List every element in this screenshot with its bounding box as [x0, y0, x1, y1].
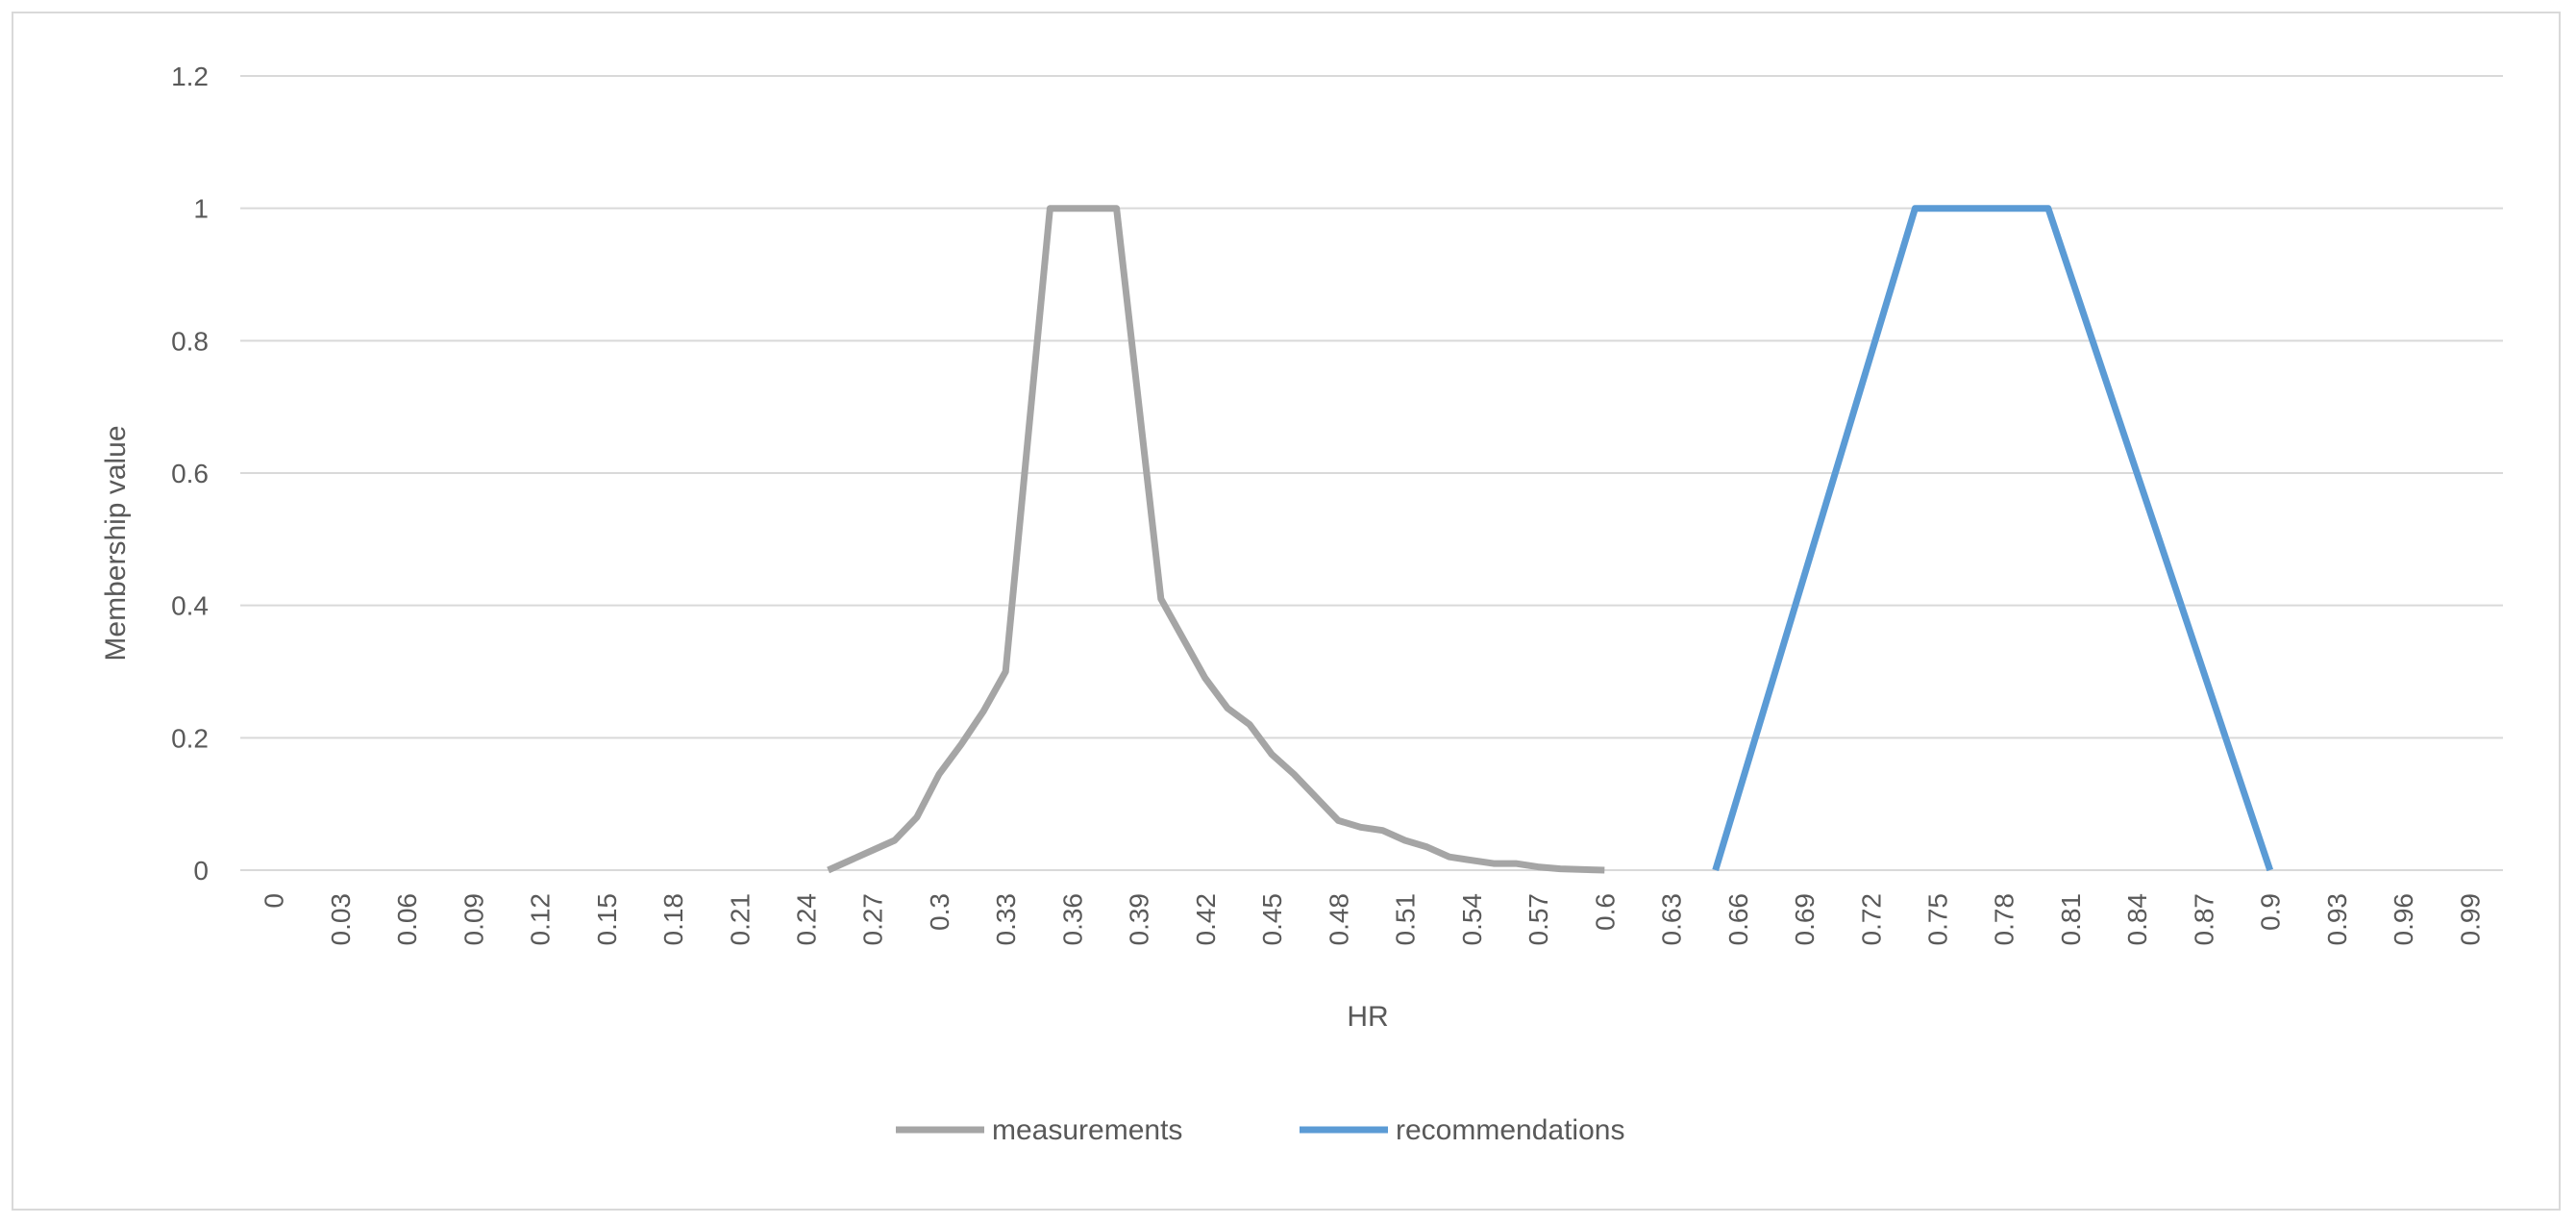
- legend-label-measurements: measurements: [992, 1114, 1182, 1146]
- x-tick-label: 0.9: [2256, 893, 2286, 931]
- legend-label-recommendations: recommendations: [1396, 1114, 1624, 1146]
- x-tick-label: 0.48: [1324, 893, 1353, 946]
- y-axis-title: Membership value: [100, 425, 132, 661]
- y-tick-label: 0.6: [171, 459, 209, 488]
- x-tick-label: 0.78: [1990, 893, 2019, 946]
- x-tick-label: 0.3: [925, 893, 954, 931]
- x-tick-label: 0.81: [2056, 893, 2086, 946]
- x-tick-label: 0.09: [458, 893, 488, 946]
- x-tick-label: 0.54: [1457, 893, 1487, 946]
- x-tick-label: 0.15: [592, 893, 622, 946]
- x-tick-label: 0.72: [1856, 893, 1886, 946]
- x-tick-label: 0.6: [1590, 893, 1620, 931]
- x-tick-label: 0.42: [1191, 893, 1221, 946]
- series-line-recommendations: [1712, 205, 2274, 872]
- legend: measurements recommendations: [896, 1114, 1624, 1146]
- x-tick-label: 0.63: [1657, 893, 1687, 946]
- x-tick-label: 0.57: [1523, 893, 1553, 946]
- x-tick-label: 0.45: [1257, 893, 1287, 946]
- y-tick-label: 1: [193, 194, 209, 224]
- x-tick-label: 0.36: [1057, 893, 1087, 946]
- x-tick-label: 0.33: [991, 893, 1021, 946]
- x-tick-label: 0.99: [2455, 893, 2485, 946]
- x-tick-label: 0.06: [392, 893, 422, 946]
- y-tick-label: 0.2: [171, 723, 209, 753]
- x-tick-label: 0.21: [725, 893, 755, 946]
- x-tick-label: 0.39: [1125, 893, 1154, 946]
- x-tick-label: 0.66: [1723, 893, 1753, 946]
- x-tick-label: 0.51: [1391, 893, 1421, 946]
- x-tick-label: 0.75: [1923, 893, 1953, 946]
- x-tick-label: 0.18: [658, 893, 688, 946]
- series-line-measurements: [827, 205, 1605, 874]
- y-tick-label: 1.2: [171, 62, 209, 91]
- gridlines: [240, 75, 2503, 871]
- x-tick-label: 0.84: [2122, 893, 2152, 946]
- x-axis-title: HR: [1347, 1001, 1388, 1033]
- x-tick-label: 0: [260, 893, 289, 909]
- x-tick-label: 0.87: [2189, 893, 2218, 946]
- x-tick-label: 0.93: [2322, 893, 2352, 946]
- y-tick-label: 0: [193, 856, 209, 886]
- x-tick-label: 0.69: [1790, 893, 1820, 946]
- chart-frame: [12, 12, 2561, 1211]
- x-tick-label: 0.27: [858, 893, 888, 946]
- x-tick-label: 0.03: [326, 893, 356, 946]
- series-lines: [827, 205, 2274, 874]
- x-tick-label: 0.24: [792, 893, 822, 946]
- x-axis-ticks: 0 0.03 0.06 0.09 0.12 0.15 0.18 0.21 0.24 0.27 0.3…: [260, 893, 2486, 946]
- y-tick-label: 0.8: [171, 326, 209, 356]
- y-tick-label: 0.4: [171, 591, 209, 621]
- y-axis-ticks: 0 0.2 0.4 0.6 0.8 1 1.2: [171, 62, 209, 886]
- x-tick-label: 0.96: [2389, 893, 2418, 946]
- x-tick-label: 0.12: [526, 893, 556, 946]
